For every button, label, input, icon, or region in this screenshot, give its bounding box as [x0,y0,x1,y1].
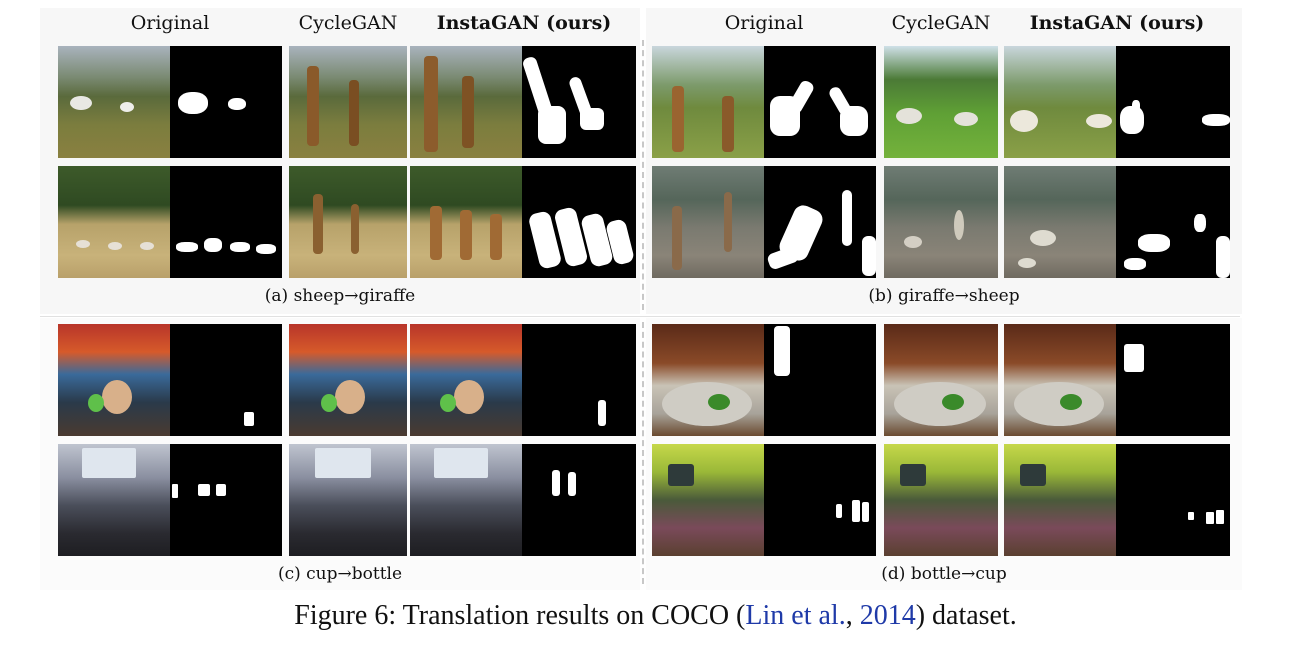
mask-d1-instagan [1116,324,1230,436]
vertical-divider-top [642,40,644,310]
image-d1-original [652,324,764,436]
mask-c1-original [170,324,282,436]
caption-separator: , [845,600,860,631]
subcaption-c: (c) cup→bottle [277,564,403,584]
horizontal-divider [40,316,1240,317]
image-c2-cyclegan [289,444,407,556]
image-d2-original [652,444,764,556]
image-c2-original [58,444,170,556]
mask-a1-original [170,46,282,158]
image-c1-cyclegan [289,324,407,436]
citation-year-link[interactable]: 2014 [859,600,916,631]
mask-d2-original [764,444,876,556]
mask-c1-instagan [522,324,636,436]
image-b2-cyclegan [884,166,998,278]
header-original-left: Original [130,12,210,34]
mask-c2-instagan [522,444,636,556]
citation-author-link[interactable]: Lin et al. [745,600,846,631]
mask-a2-instagan [522,166,636,278]
image-b1-instagan [1004,46,1116,158]
image-a2-instagan [410,166,522,278]
subcaption-a: (a) sheep→giraffe [264,286,416,306]
mask-d1-original [764,324,876,436]
mask-b2-instagan [1116,166,1230,278]
image-c1-instagan [410,324,522,436]
header-instagan-left: InstaGAN (ours) [436,12,612,34]
mask-b1-original [764,46,876,158]
image-d2-cyclegan [884,444,998,556]
header-original-right: Original [724,12,804,34]
image-a1-original [58,46,170,158]
image-d1-cyclegan [884,324,998,436]
caption-prefix: Figure 6: Translation results on COCO ( [294,600,746,631]
image-c1-original [58,324,170,436]
image-b1-cyclegan [884,46,998,158]
caption-suffix: ) dataset. [915,600,1017,631]
header-cyclegan-left: CycleGAN [298,12,398,34]
header-cyclegan-right: CycleGAN [891,12,991,34]
image-a1-instagan [410,46,522,158]
subcaption-b: (b) giraffe→sheep [868,286,1020,306]
mask-a1-instagan [522,46,636,158]
vertical-divider-bottom [642,322,644,584]
image-b2-original [652,166,764,278]
image-d1-instagan [1004,324,1116,436]
mask-c2-original [170,444,282,556]
header-instagan-right: InstaGAN (ours) [1029,12,1205,34]
image-a1-cyclegan [289,46,407,158]
image-c2-instagan [410,444,522,556]
image-a2-cyclegan [289,166,407,278]
image-b1-original [652,46,764,158]
image-d2-instagan [1004,444,1116,556]
subcaption-d: (d) bottle→cup [881,564,1007,584]
mask-d2-instagan [1116,444,1230,556]
mask-b1-instagan [1116,46,1230,158]
image-a2-original [58,166,170,278]
mask-a2-original [170,166,282,278]
figure-caption: Figure 6: Translation results on COCO (L… [0,600,1311,632]
image-b2-instagan [1004,166,1116,278]
mask-b2-original [764,166,876,278]
